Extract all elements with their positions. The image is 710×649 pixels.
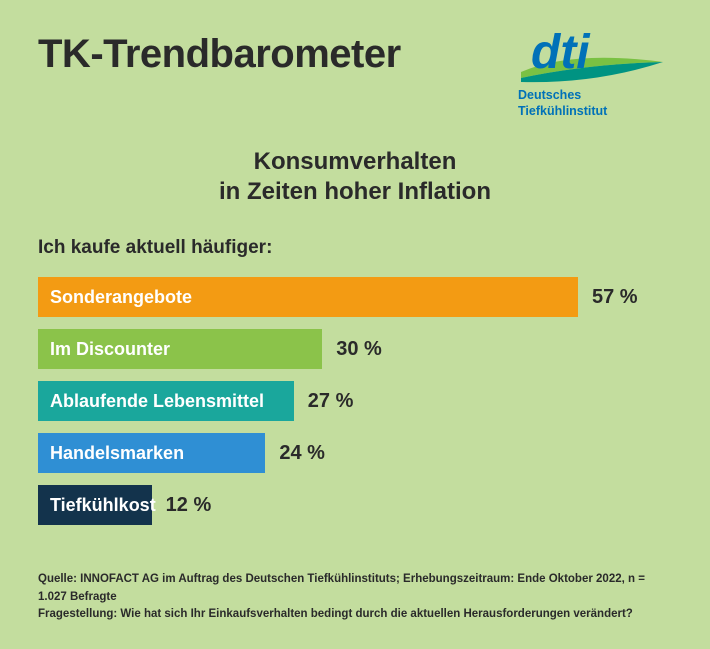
chart-subtitle: Konsumverhalten in Zeiten hoher Inflatio… [38, 147, 672, 207]
bar: Sonderangebote [38, 277, 578, 317]
lead-text: Ich kaufe aktuell häufiger: [38, 237, 672, 259]
bar-value: 27 % [308, 390, 354, 413]
bar: Im Discounter [38, 329, 322, 369]
logo-sub-line2: Tiefkühlinstitut [518, 104, 607, 118]
bar-row: Sonderangebote 57 % [38, 277, 672, 317]
bar-row: Ablaufende Lebensmittel 27 % [38, 381, 672, 421]
bar-row: Tiefkühlkost 12 % [38, 485, 672, 525]
bar-value: 30 % [336, 338, 382, 361]
source-footnote: Quelle: INNOFACT AG im Auftrag des Deuts… [38, 571, 672, 623]
bar: Ablaufende Lebensmittel [38, 381, 294, 421]
logo-sub-line1: Deutsches [518, 88, 581, 102]
bar-chart: Sonderangebote 57 % Im Discounter 30 % Ablau… [38, 277, 672, 525]
footnote-line2: Fragestellung: Wie hat sich Ihr Einkaufs… [38, 608, 633, 620]
header-row: TK-Trendbarometer dti Deutsches Tiefkühl… [38, 28, 672, 119]
infographic-canvas: TK-Trendbarometer dti Deutsches Tiefkühl… [0, 0, 710, 649]
dti-logo: dti Deutsches Tiefkühlinstitut [512, 28, 672, 119]
subtitle-line1: Konsumverhalten [254, 148, 457, 175]
dti-logo-mark: dti [517, 28, 667, 90]
bar-value: 57 % [592, 286, 638, 309]
footnote-line1: Quelle: INNOFACT AG im Auftrag des Deuts… [38, 573, 645, 602]
logo-subtitle: Deutsches Tiefkühlinstitut [518, 88, 607, 119]
bar-row: Handelsmarken 24 % [38, 433, 672, 473]
bar-value: 24 % [279, 442, 325, 465]
bar-row: Im Discounter 30 % [38, 329, 672, 369]
logo-letters: dti [531, 28, 591, 79]
bar: Handelsmarken [38, 433, 265, 473]
page-title: TK-Trendbarometer [38, 28, 401, 74]
subtitle-line2: in Zeiten hoher Inflation [219, 178, 491, 205]
bar: Tiefkühlkost [38, 485, 152, 525]
bar-value: 12 % [166, 494, 212, 517]
